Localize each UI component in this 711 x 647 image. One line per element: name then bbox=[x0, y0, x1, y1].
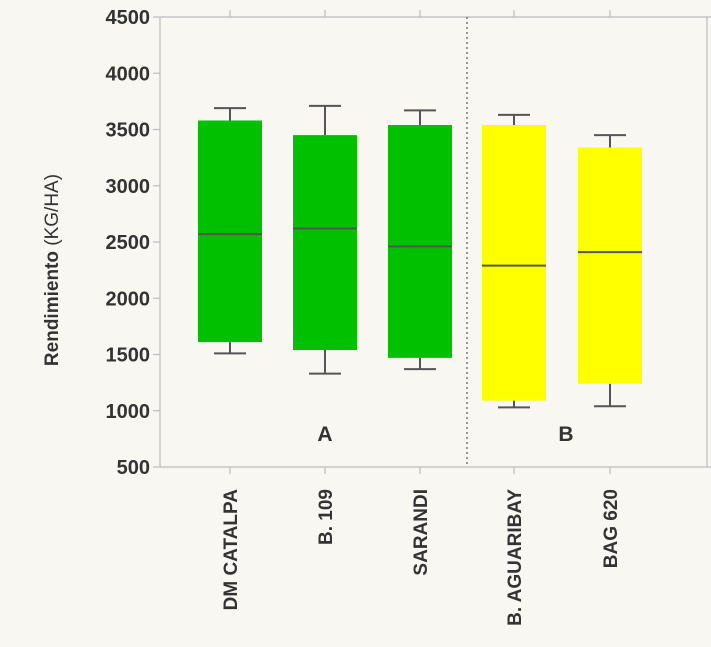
y-axis-label-unit: (KG/HA) bbox=[42, 174, 63, 251]
box-4 bbox=[482, 113, 546, 409]
box-iqr bbox=[198, 120, 262, 343]
y-axis-label-main: Rendimiento bbox=[42, 251, 63, 366]
x-tick-label: B. 109 bbox=[316, 489, 337, 545]
box-3 bbox=[388, 109, 452, 371]
box-iqr bbox=[388, 125, 452, 358]
y-tick-label: 4000 bbox=[106, 63, 151, 85]
box-iqr bbox=[578, 147, 642, 384]
x-tick-label: SARANDI bbox=[411, 489, 432, 576]
y-axis-label: Rendimiento (KG/HA) bbox=[42, 174, 63, 366]
y-tick-label: 4500 bbox=[106, 7, 151, 29]
x-tick-label: DM CATALPA bbox=[221, 489, 242, 611]
y-tick-label: 3500 bbox=[106, 120, 151, 142]
y-tick-label: 2500 bbox=[106, 232, 151, 254]
box-2 bbox=[293, 104, 357, 375]
y-tick-label: 1000 bbox=[106, 401, 151, 423]
group-label: B bbox=[558, 423, 573, 446]
x-tick-label: BAG 620 bbox=[601, 489, 622, 568]
boxes bbox=[198, 104, 642, 409]
y-tick-label: 500 bbox=[117, 457, 150, 479]
x-tick-label: B. AGUARIBAY bbox=[505, 489, 526, 626]
axes: 500 1000 1500 2000 2500 3000 3500 4000 4500 bbox=[106, 7, 711, 479]
box-1 bbox=[198, 107, 262, 355]
group-label: A bbox=[317, 423, 332, 446]
box-5 bbox=[578, 134, 642, 408]
labels: DM CATALPA B. 109 SARANDI B. AGUARIBAY BAG 6… bbox=[221, 423, 622, 626]
y-tick-label: 2000 bbox=[106, 288, 151, 310]
y-tick-label: 3000 bbox=[106, 176, 151, 198]
box-iqr bbox=[293, 135, 357, 350]
y-tick-label: 1500 bbox=[106, 345, 151, 367]
box-iqr bbox=[482, 125, 546, 401]
